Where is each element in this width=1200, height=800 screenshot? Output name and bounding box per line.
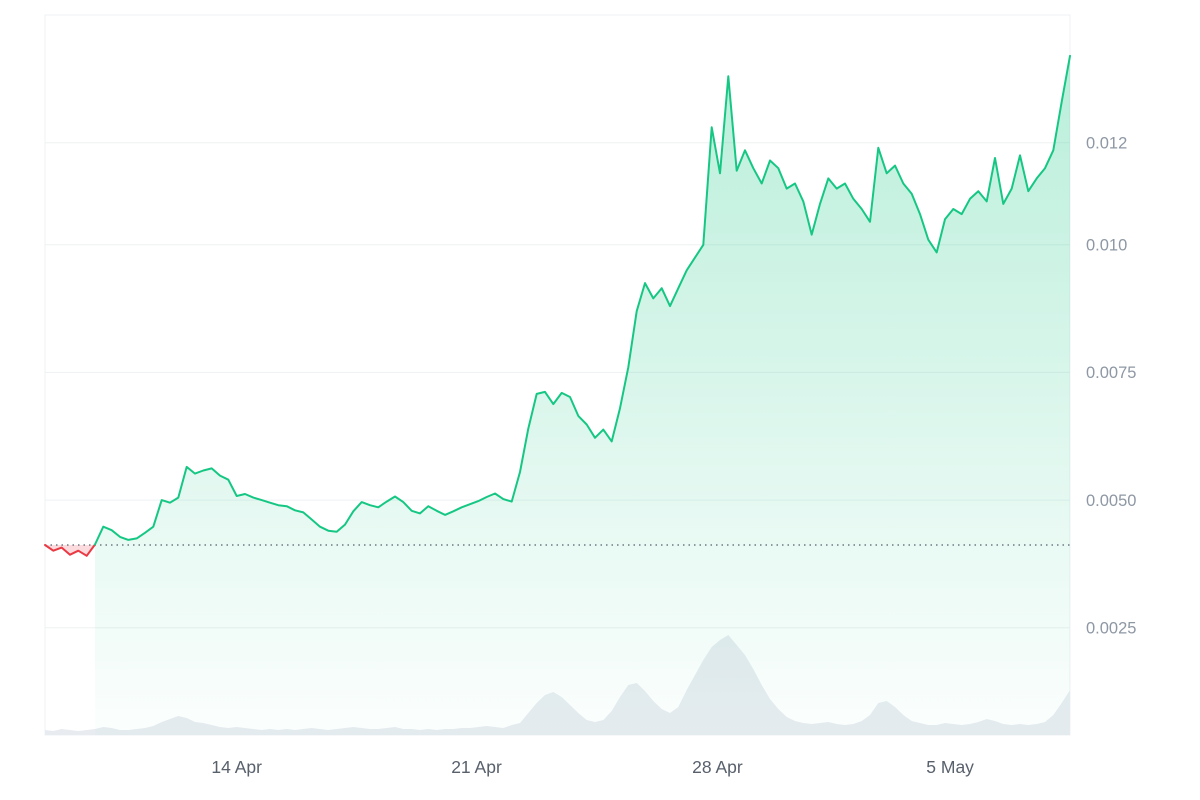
x-axis-label: 21 Apr: [451, 757, 502, 777]
y-axis-label: 0.010: [1086, 237, 1127, 255]
x-axis-label: 5 May: [926, 757, 974, 777]
y-axis-label: 0.0075: [1086, 364, 1136, 382]
price-line-up: [94, 54, 1071, 546]
x-axis-label: 14 Apr: [211, 757, 262, 777]
price-area-fill: [95, 55, 1070, 735]
y-axis-label: 0.012: [1086, 134, 1127, 152]
price-line-down: [44, 543, 96, 557]
x-axis-label: 28 Apr: [692, 757, 743, 777]
y-axis-label: 0.0025: [1086, 620, 1136, 638]
y-axis-label: 0.0050: [1086, 492, 1136, 510]
